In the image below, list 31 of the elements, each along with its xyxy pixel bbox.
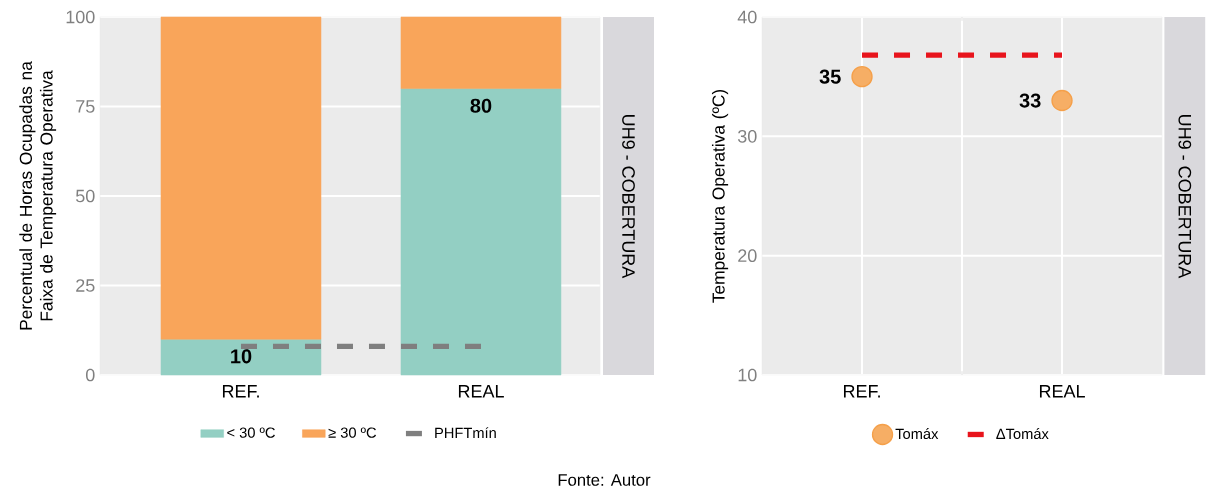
source-note: Fonte: Autor	[558, 474, 651, 486]
y-tick-label: 40	[737, 10, 757, 24]
x-tick-label: REF.	[843, 385, 880, 398]
y-tick-label: 100	[66, 10, 95, 24]
data-label: 33	[1019, 93, 1041, 108]
y-tick-label: 0	[85, 368, 95, 382]
y-tick-label: 75	[76, 100, 95, 113]
data-label: 10	[231, 349, 252, 364]
y-tick-label: 30	[737, 129, 757, 143]
legend-label: Tomáx	[895, 428, 939, 440]
legend-label: ΔTomáx	[996, 428, 1049, 440]
text: UH9 - COBERTURA	[1178, 115, 1192, 279]
bar	[160, 338, 322, 376]
y-tick-label: 20	[738, 249, 757, 263]
data-label: 80	[470, 98, 492, 113]
y-tick-label: 10	[738, 368, 757, 382]
text: UH9 - COBERTURA	[622, 115, 635, 279]
y-tick-label: 25	[76, 279, 95, 292]
bar	[160, 16, 322, 340]
data-label: 35	[819, 69, 841, 84]
y-axis-title: Percentual de Horas Ocupadas na Faixa de Temperatura Operativa	[19, 61, 57, 330]
x-tick-label: REAL	[458, 385, 504, 398]
y-tick-label: 50	[75, 189, 95, 203]
x-tick-label: REAL	[1039, 385, 1085, 398]
x-tick-label: REF.	[222, 385, 259, 398]
bar	[400, 88, 562, 376]
bar	[400, 16, 562, 89]
legend-label: ≥ 30 ºC	[328, 427, 377, 438]
legend-label: PHFTmín	[435, 427, 496, 438]
y-axis-title: Temperatura Operativa (ºC)	[711, 89, 729, 303]
legend-label: < 30 ºC	[227, 427, 275, 438]
